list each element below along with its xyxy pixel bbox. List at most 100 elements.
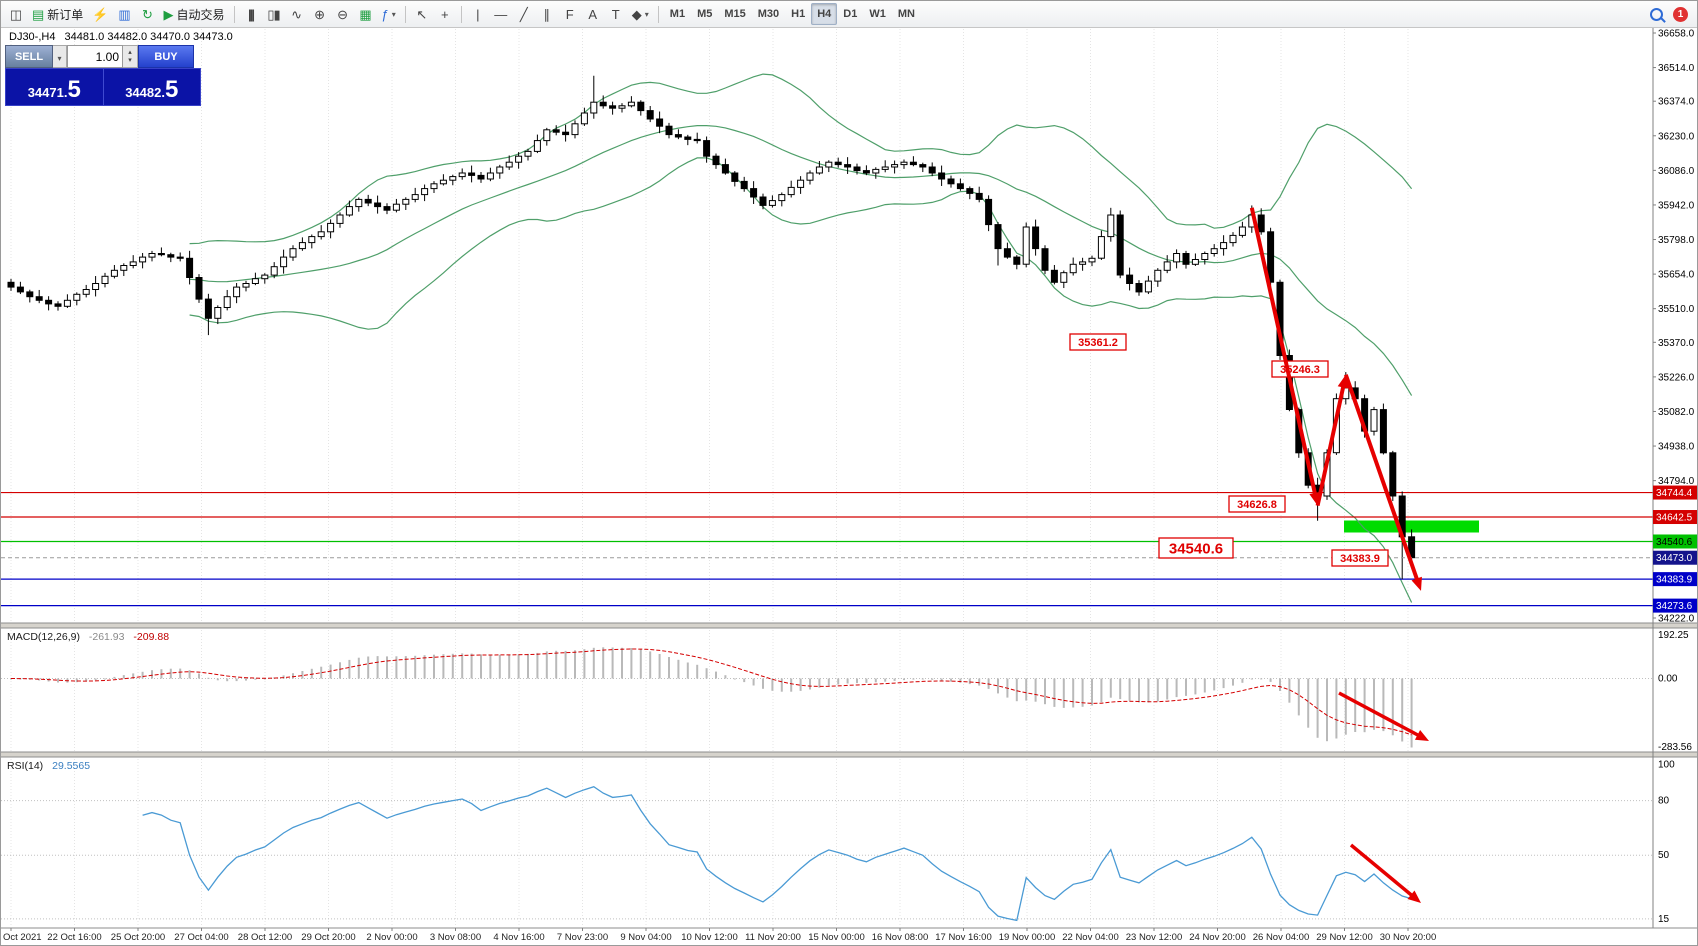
macd-histogram-bar xyxy=(639,649,642,679)
macd-histogram-bar xyxy=(292,673,294,679)
sell-button[interactable]: SELL xyxy=(5,45,53,68)
chart-bars-button[interactable]: ||| xyxy=(240,3,262,25)
price-annotation[interactable]: 34383.9 xyxy=(1331,549,1389,567)
timeframe-d1[interactable]: D1 xyxy=(837,3,863,25)
macd-histogram-bar xyxy=(188,670,191,679)
price-annotation[interactable]: 34626.8 xyxy=(1228,495,1286,513)
channel-icon: ∥ xyxy=(543,6,551,22)
pane-separator[interactable] xyxy=(1,623,1698,628)
candle-body xyxy=(1135,283,1143,293)
trend-arrow-3[interactable] xyxy=(1343,374,1420,584)
time-axis-label: 7 Nov 23:00 xyxy=(557,932,608,943)
sell-price-pips: 5 xyxy=(67,76,81,103)
text-button[interactable]: A xyxy=(582,3,604,25)
price-annotation[interactable]: 35361.2 xyxy=(1069,333,1127,351)
candle-body xyxy=(392,203,400,211)
timeframe-h1[interactable]: H1 xyxy=(785,3,811,25)
price-annotation[interactable]: 34540.6 xyxy=(1158,537,1234,559)
macd-histogram-bar xyxy=(1260,678,1263,680)
timeframe-m1[interactable]: M1 xyxy=(664,3,691,25)
time-axis-label: 29 Nov 12:00 xyxy=(1316,932,1373,943)
price-axis-label: 36230.0 xyxy=(1658,131,1695,142)
highlight-zone-rect[interactable] xyxy=(1344,520,1479,533)
macd-histogram-bar xyxy=(1222,678,1225,689)
horizontal-line-button[interactable]: ― xyxy=(490,3,512,25)
time-axis-label: 26 Nov 04:00 xyxy=(1253,932,1310,943)
buy-price-display[interactable]: 34482. 5 xyxy=(104,69,201,105)
candle-body xyxy=(496,166,504,174)
chart-window-button[interactable]: ◫ xyxy=(5,3,27,25)
timeframe-m30[interactable]: M30 xyxy=(752,3,785,25)
macd-histogram-bar xyxy=(968,678,971,685)
trendline-button[interactable]: ╱ xyxy=(513,3,535,25)
timeframe-m5[interactable]: M5 xyxy=(691,3,718,25)
macd-histogram-bar xyxy=(705,668,708,679)
macd-arrow[interactable] xyxy=(1338,691,1422,739)
macd-histogram-bar xyxy=(950,678,952,682)
price-tag xyxy=(1653,598,1697,613)
candle-body xyxy=(63,299,71,307)
cursor-button[interactable]: ↖ xyxy=(411,3,433,25)
candle-body xyxy=(928,166,936,174)
refresh-button[interactable]: ↻ xyxy=(137,3,159,25)
candle-body xyxy=(270,266,278,276)
zoom-in-button[interactable]: ⊕ xyxy=(309,3,331,25)
timeframe-m15[interactable]: M15 xyxy=(718,3,751,25)
indicators-button[interactable]: ƒ ▾ xyxy=(378,3,400,25)
chevron-down-icon: ▾ xyxy=(128,56,132,64)
candle-body xyxy=(1379,409,1387,454)
notification-badge[interactable]: 1 xyxy=(1673,6,1688,22)
macd-histogram-bar xyxy=(564,650,567,679)
price-annotation[interactable]: 35246.3 xyxy=(1271,360,1329,378)
zoom-out-button[interactable]: ⊖ xyxy=(332,3,354,25)
rsi-scale-label: 80 xyxy=(1658,796,1670,807)
price-axis-label: 35510.0 xyxy=(1658,304,1695,315)
candle-body xyxy=(364,198,372,204)
timeframe-h4[interactable]: H4 xyxy=(811,3,838,25)
candle-body xyxy=(1107,214,1115,238)
macd-histogram-bar xyxy=(715,671,717,679)
order-type-dropdown[interactable]: ▾ xyxy=(53,45,67,68)
pane-separator[interactable] xyxy=(1,752,1698,757)
quote-line: DJ30-,H4 34481.0 34482.0 34470.0 34473.0 xyxy=(9,31,239,43)
buy-button[interactable]: BUY xyxy=(138,45,194,68)
auto-trading-button[interactable]: ▶ 自动交易 xyxy=(160,3,229,25)
macd-histogram-bar xyxy=(827,678,830,686)
vertical-line-button[interactable]: | xyxy=(467,3,489,25)
label-button[interactable]: T xyxy=(605,3,627,25)
depth-of-market-button[interactable]: ▥ xyxy=(114,3,136,25)
chart-canvas[interactable]: 192.25 0.00 -283.56 100 80 50 15 36658.0 36514.0… xyxy=(1,27,1698,946)
macd-histogram-bar xyxy=(508,654,511,679)
crosshair-button[interactable]: + xyxy=(434,3,456,25)
sell-price-display[interactable]: 34471. 5 xyxy=(6,69,104,105)
macd-histogram-bar xyxy=(348,659,351,679)
timeframe-w1[interactable]: W1 xyxy=(863,3,892,25)
macd-histogram-bar xyxy=(1185,678,1187,696)
trend-arrow-1[interactable] xyxy=(1249,207,1318,498)
candle-body xyxy=(985,198,993,226)
macd-histogram-bar xyxy=(536,652,539,679)
new-order-button[interactable]: ▤ 新订单 xyxy=(28,3,87,25)
timeframe-mn[interactable]: MN xyxy=(892,3,921,25)
candle-body xyxy=(54,303,62,307)
macd-histogram-bar xyxy=(771,678,774,691)
shapes-button[interactable]: ◆ ▾ xyxy=(628,3,653,25)
search-button[interactable] xyxy=(1645,3,1667,25)
volume-input[interactable] xyxy=(67,45,123,68)
grid-button[interactable]: ▦ xyxy=(355,3,377,25)
fibonacci-button[interactable]: F xyxy=(559,3,581,25)
macd-histogram-bar xyxy=(856,678,858,684)
one-click-trading-button[interactable]: ⚡ xyxy=(88,3,112,25)
time-axis-label: 3 Nov 08:00 xyxy=(430,932,481,943)
candle-body xyxy=(1041,248,1049,271)
trend-arrow-2[interactable] xyxy=(1315,383,1346,507)
rsi-arrow[interactable] xyxy=(1349,843,1416,899)
time-axis-label: 2 Nov 00:00 xyxy=(366,932,417,943)
chart-line-button[interactable]: ∿ xyxy=(286,3,308,25)
chart-candles-button[interactable]: ▯▮ xyxy=(263,3,285,25)
price-axis[interactable]: 36658.0 36514.0 36374.0 36230.0 36086.0 35942… xyxy=(1652,27,1698,928)
channel-button[interactable]: ∥ xyxy=(536,3,558,25)
price-tag xyxy=(1653,534,1697,549)
volume-stepper[interactable]: ▴ ▾ xyxy=(123,45,138,68)
annotation-text: 35361.2 xyxy=(1078,337,1118,349)
